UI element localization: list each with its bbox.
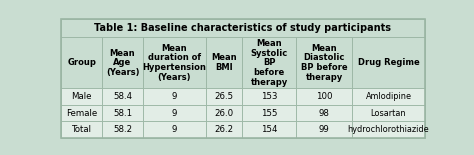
Text: hydrochlorothiazide: hydrochlorothiazide [348, 125, 429, 134]
Bar [352, 37, 425, 88]
Text: 99: 99 [319, 125, 329, 134]
Bar [102, 88, 143, 105]
Bar [61, 121, 102, 138]
Bar [206, 121, 242, 138]
Text: Group: Group [67, 58, 96, 67]
Text: 58.4: 58.4 [113, 92, 132, 101]
Text: Mean
BMI: Mean BMI [211, 53, 237, 72]
Text: Amlodipine: Amlodipine [365, 92, 411, 101]
Text: 26.5: 26.5 [214, 92, 234, 101]
Text: 26.2: 26.2 [214, 125, 234, 134]
Bar [206, 88, 242, 105]
Bar [143, 121, 206, 138]
Bar [61, 37, 102, 88]
Bar [102, 121, 143, 138]
Text: Drug Regime: Drug Regime [358, 58, 419, 67]
Bar [143, 88, 206, 105]
Bar [296, 105, 352, 121]
Bar [61, 105, 102, 121]
Text: 154: 154 [261, 125, 277, 134]
Bar [206, 37, 242, 88]
Text: Mean
duration of
Hypertension
(Years): Mean duration of Hypertension (Years) [142, 44, 206, 82]
Text: Mean
Systolic
BP
before
therapy: Mean Systolic BP before therapy [251, 39, 288, 87]
Bar [296, 88, 352, 105]
Text: 9: 9 [172, 125, 177, 134]
Text: Total: Total [72, 125, 91, 134]
Bar [61, 19, 425, 37]
Bar [102, 105, 143, 121]
Text: 98: 98 [319, 109, 330, 118]
Text: 58.2: 58.2 [113, 125, 132, 134]
Bar [242, 88, 296, 105]
Text: Mean
Diastolic
BP before
therapy: Mean Diastolic BP before therapy [301, 44, 347, 82]
Bar [296, 121, 352, 138]
Text: 9: 9 [172, 109, 177, 118]
Bar [206, 105, 242, 121]
Text: Mean
Age
(Years): Mean Age (Years) [106, 49, 139, 77]
Text: 153: 153 [261, 92, 277, 101]
Text: Losartan: Losartan [371, 109, 406, 118]
Text: 9: 9 [172, 92, 177, 101]
Text: Table 1: Baseline characteristics of study participants: Table 1: Baseline characteristics of stu… [94, 23, 392, 33]
Text: 26.0: 26.0 [214, 109, 234, 118]
Bar [143, 105, 206, 121]
Bar [143, 37, 206, 88]
Bar [352, 105, 425, 121]
Bar [242, 105, 296, 121]
Text: Female: Female [66, 109, 97, 118]
Bar [242, 37, 296, 88]
Text: 58.1: 58.1 [113, 109, 132, 118]
Text: Male: Male [71, 92, 92, 101]
Bar [102, 37, 143, 88]
Bar [352, 121, 425, 138]
Bar [296, 37, 352, 88]
Bar [242, 121, 296, 138]
Text: 155: 155 [261, 109, 277, 118]
Bar [352, 88, 425, 105]
Text: 100: 100 [316, 92, 332, 101]
Bar [61, 88, 102, 105]
